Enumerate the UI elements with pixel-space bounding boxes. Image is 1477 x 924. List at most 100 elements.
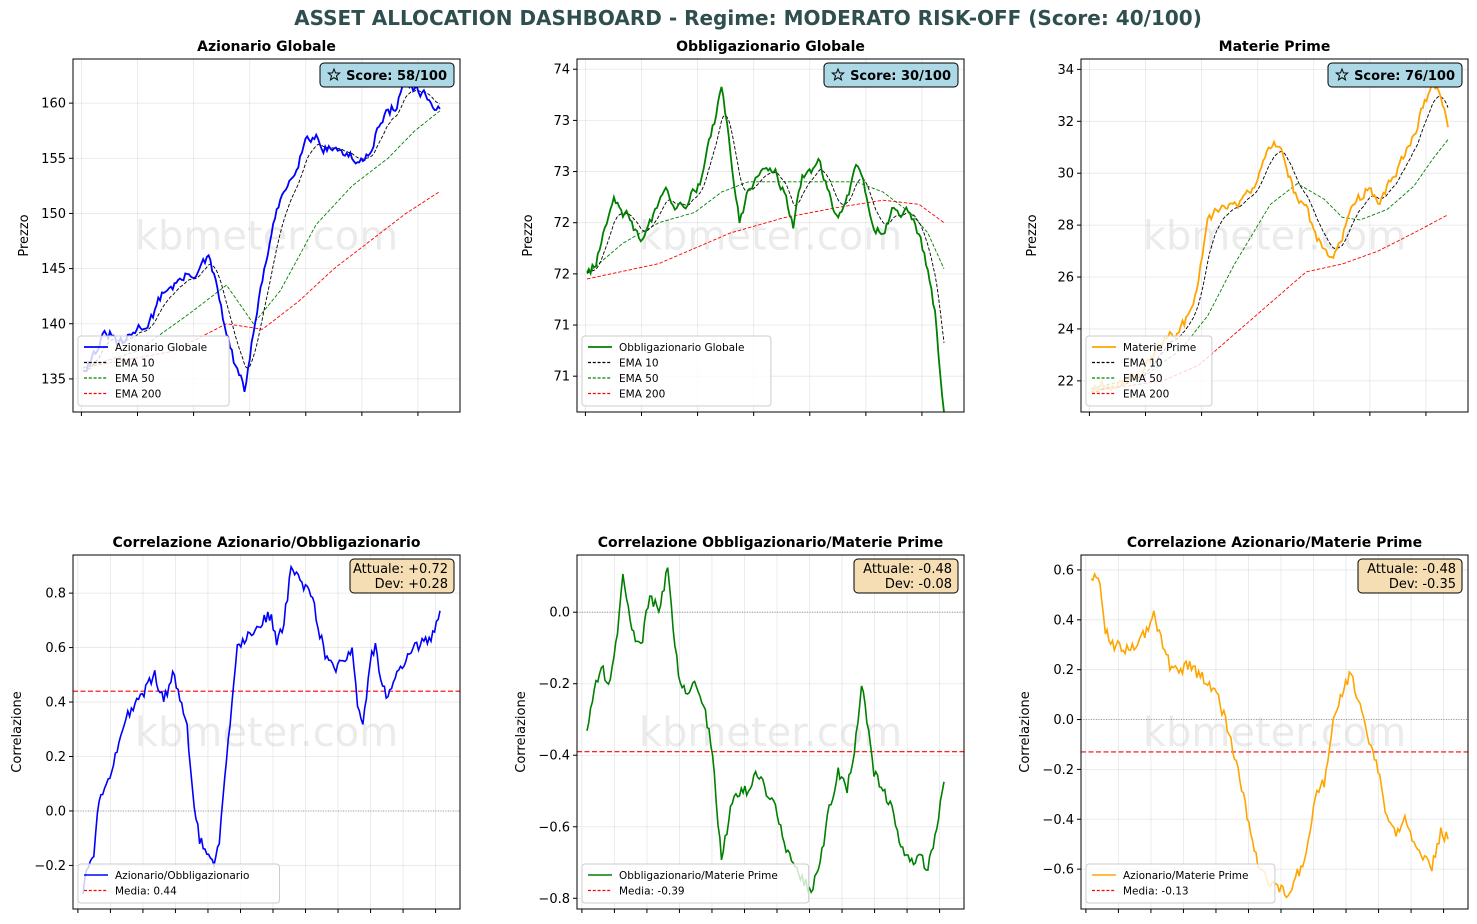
ema10-line	[586, 115, 945, 343]
ema50-line	[82, 110, 441, 369]
y-tick-label: 0.4	[1053, 613, 1074, 628]
legend-box	[581, 335, 772, 407]
legend-box	[1085, 863, 1276, 904]
chart-title: Obbligazionario Globale	[676, 39, 865, 55]
y-tick-label: 160	[41, 97, 66, 112]
watermark: kbmeter.com	[135, 710, 398, 756]
y-tick-label: 0.6	[1053, 563, 1074, 578]
legend-label: Media: -0.39	[619, 885, 685, 897]
chart-panel: 135 140 145 150 155 160 kbmeter.com Azionario G…	[17, 39, 461, 416]
correlation-line	[586, 567, 945, 895]
watermark: kbmeter.com	[1143, 214, 1406, 260]
ema10-line	[82, 89, 441, 372]
legend-label: EMA 50	[1123, 373, 1163, 385]
legend-label: EMA 200	[619, 388, 665, 400]
ema50-line	[1090, 139, 1449, 390]
legend-label: Azionario/Obbligazionario	[115, 870, 249, 882]
y-axis-label: Correlazione	[514, 691, 529, 772]
chart-title: Azionario Globale	[197, 39, 336, 55]
y-tick-label: 74	[553, 63, 570, 78]
y-tick-label: 30	[1057, 167, 1074, 182]
legend-label: EMA 200	[115, 388, 161, 400]
legend-label: Azionario/Materie Prime	[1123, 870, 1249, 882]
y-tick-label: −0.4	[1042, 813, 1074, 828]
legend-label: Azionario Globale	[115, 342, 207, 354]
y-tick-label: 28	[1057, 219, 1074, 234]
deviation-text: Dev: -0.08	[885, 577, 952, 592]
y-tick-label: 0.6	[45, 641, 66, 656]
chart-panel: 71 71 72 72 73 73 74 kbmeter.com Obbligazionario…	[521, 39, 965, 416]
chart-title: Correlazione Azionario/Materie Prime	[1127, 535, 1422, 551]
y-axis-label: Prezzo	[521, 214, 536, 256]
legend-box	[581, 863, 810, 904]
legend-label: EMA 50	[619, 373, 659, 385]
correlation-badge	[1357, 558, 1463, 594]
legend-label: EMA 200	[1123, 388, 1169, 400]
y-tick-label: 0.8	[45, 587, 66, 602]
score-badge	[1327, 62, 1463, 88]
dashboard-title: ASSET ALLOCATION DASHBOARD - Regime: MOD…	[294, 6, 1202, 30]
legend-label: Obbligazionario Globale	[619, 342, 744, 354]
price-line	[586, 86, 945, 412]
y-tick-label: 155	[41, 152, 66, 167]
y-tick-label: −0.2	[538, 677, 570, 692]
legend-box	[1085, 335, 1213, 407]
deviation-text: Dev: +0.28	[375, 577, 448, 592]
y-tick-label: 24	[1057, 322, 1074, 337]
y-tick-label: 32	[1057, 115, 1074, 130]
price-line	[82, 79, 441, 392]
score-text: Score: 76/100	[1354, 69, 1455, 84]
current-correlation-text: Attuale: -0.48	[863, 562, 952, 577]
chart-title: Correlazione Azionario/Obbligazionario	[113, 535, 421, 551]
y-tick-label: 140	[41, 317, 66, 332]
chart-panel: −0.2 0.0 0.2 0.4 0.6 0.8 kbmeter.com Correlazio…	[10, 535, 461, 913]
y-tick-label: −0.8	[538, 892, 570, 907]
score-badge	[823, 62, 959, 88]
score-text: Score: 58/100	[346, 69, 447, 84]
correlation-line	[82, 564, 441, 895]
legend-label: Obbligazionario/Materie Prime	[619, 870, 778, 882]
legend-label: Media: -0.13	[1123, 885, 1189, 897]
legend-box	[77, 863, 280, 904]
y-tick-label: 0.2	[1053, 663, 1074, 678]
y-tick-label: 71	[553, 319, 570, 334]
y-tick-label: 72	[553, 267, 570, 282]
y-axis-label: Correlazione	[1018, 691, 1033, 772]
y-axis-label: Prezzo	[1025, 214, 1040, 256]
score-badge	[319, 62, 455, 88]
deviation-text: Dev: -0.35	[1389, 577, 1456, 592]
y-tick-label: 34	[1057, 63, 1074, 78]
y-tick-label: 73	[553, 114, 570, 129]
y-tick-label: 26	[1057, 271, 1074, 286]
plot-frame	[576, 58, 965, 413]
watermark: kbmeter.com	[1143, 710, 1406, 756]
star-icon	[1335, 67, 1349, 82]
y-tick-label: 135	[41, 372, 66, 387]
plot-frame	[576, 554, 965, 910]
correlation-badge	[349, 558, 455, 594]
legend-label: Media: 0.44	[115, 885, 177, 897]
chart-panel: −0.8 −0.6 −0.4 −0.2 0.0 kbmeter.com Correlazio…	[514, 535, 965, 913]
plot-frame	[72, 58, 461, 413]
legend-label: EMA 10	[619, 357, 659, 369]
star-icon	[831, 67, 845, 82]
y-tick-label: −0.6	[1042, 863, 1074, 878]
y-tick-label: −0.6	[538, 820, 570, 835]
chart-panel: 22 24 26 28 30 32 34 kbmeter.com Materie Prime Pr…	[1025, 39, 1469, 416]
legend-label: EMA 50	[115, 373, 155, 385]
y-tick-label: 71	[553, 370, 570, 385]
score-text: Score: 30/100	[850, 69, 951, 84]
y-tick-label: 0.0	[549, 606, 570, 621]
y-tick-label: 0.0	[45, 804, 66, 819]
chart-panel: −0.6 −0.4 −0.2 0.0 0.2 0.4 0.6 kbmeter.com Corre…	[1018, 535, 1469, 913]
y-tick-label: −0.2	[1042, 763, 1074, 778]
y-tick-label: 0.2	[45, 750, 66, 765]
star-icon	[327, 67, 341, 82]
chart-title: Materie Prime	[1219, 39, 1331, 55]
legend-box	[77, 335, 230, 407]
plot-frame	[1080, 554, 1469, 910]
legend-label: Materie Prime	[1123, 342, 1196, 354]
y-tick-label: 150	[41, 207, 66, 222]
ema200-line	[586, 199, 945, 280]
